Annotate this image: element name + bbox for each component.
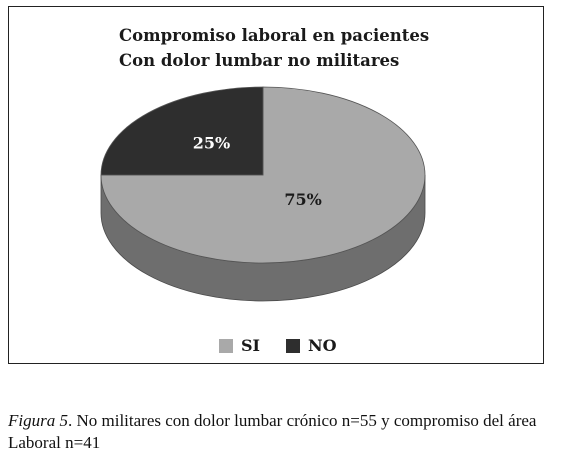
chart-title: Compromiso laboral en pacientes Con dolo… xyxy=(119,23,429,73)
legend-label-si: SI xyxy=(241,336,261,355)
legend-label-no: NO xyxy=(308,336,337,355)
pie-label-no: 25% xyxy=(193,134,230,153)
chart-title-line-2: Con dolor lumbar no militares xyxy=(119,51,400,70)
pie-label-si: 75% xyxy=(284,190,321,209)
legend-swatch-si xyxy=(219,338,233,353)
legend-item-no: NO xyxy=(286,336,337,355)
chart-frame: Compromiso laboral en pacientes Con dolo… xyxy=(8,6,544,364)
chart-title-line-1: Compromiso laboral en pacientes xyxy=(119,26,430,45)
legend-item-si: SI xyxy=(219,336,260,355)
pie-slice-no xyxy=(100,86,264,176)
figure-caption-label: Figura 5 xyxy=(8,411,68,430)
chart-legend: SI NO xyxy=(219,336,363,355)
pie-chart: 75% 25% xyxy=(100,86,426,302)
figure-caption-text: . No militares con dolor lumbar crónico … xyxy=(8,411,537,452)
figure-caption: Figura 5. No militares con dolor lumbar … xyxy=(8,410,553,454)
legend-swatch-no xyxy=(286,338,301,353)
